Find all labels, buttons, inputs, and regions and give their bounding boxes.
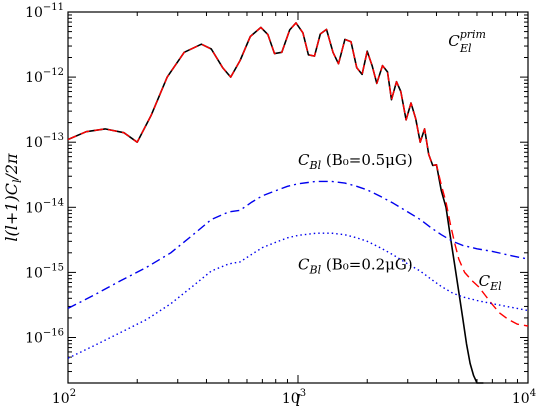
x-tick-label: 102 [52,388,76,407]
annotations: Cprim El CBl (B₀=0.5μG) CBl (B₀=0.2μG) CEl [298,28,502,293]
x-tick-label: 103 [282,388,306,407]
y-tick-label: 10−16 [25,327,64,346]
x-axis-title: l [295,391,300,410]
series-line-1 [67,22,529,327]
series-line-0 [67,22,484,384]
series-layer [67,22,529,384]
y-tick-label: 10−13 [25,132,64,151]
y-tick-label: 10−15 [25,262,64,281]
series-line-3 [67,232,529,359]
y-tick-label: 10−14 [25,197,64,216]
label-cbl_05: CBl (B₀=0.5μG) [298,151,413,172]
label-cel_prim: Cprim El [448,28,486,55]
y-tick-label: 10−12 [25,67,64,86]
plot-frame [67,11,529,384]
axes: 102 103 104 10−16 10−15 10−14 10−13 10−12 10−11 l… [2,2,536,410]
x-tick-label: 104 [512,388,536,407]
label-cel: CEl [479,272,503,293]
label-cbl_02: CBl (B₀=0.2μG) [298,256,413,277]
y-tick-label: 10−11 [25,2,64,21]
y-axis-title: l(l+1)Cl/2π [2,153,24,242]
